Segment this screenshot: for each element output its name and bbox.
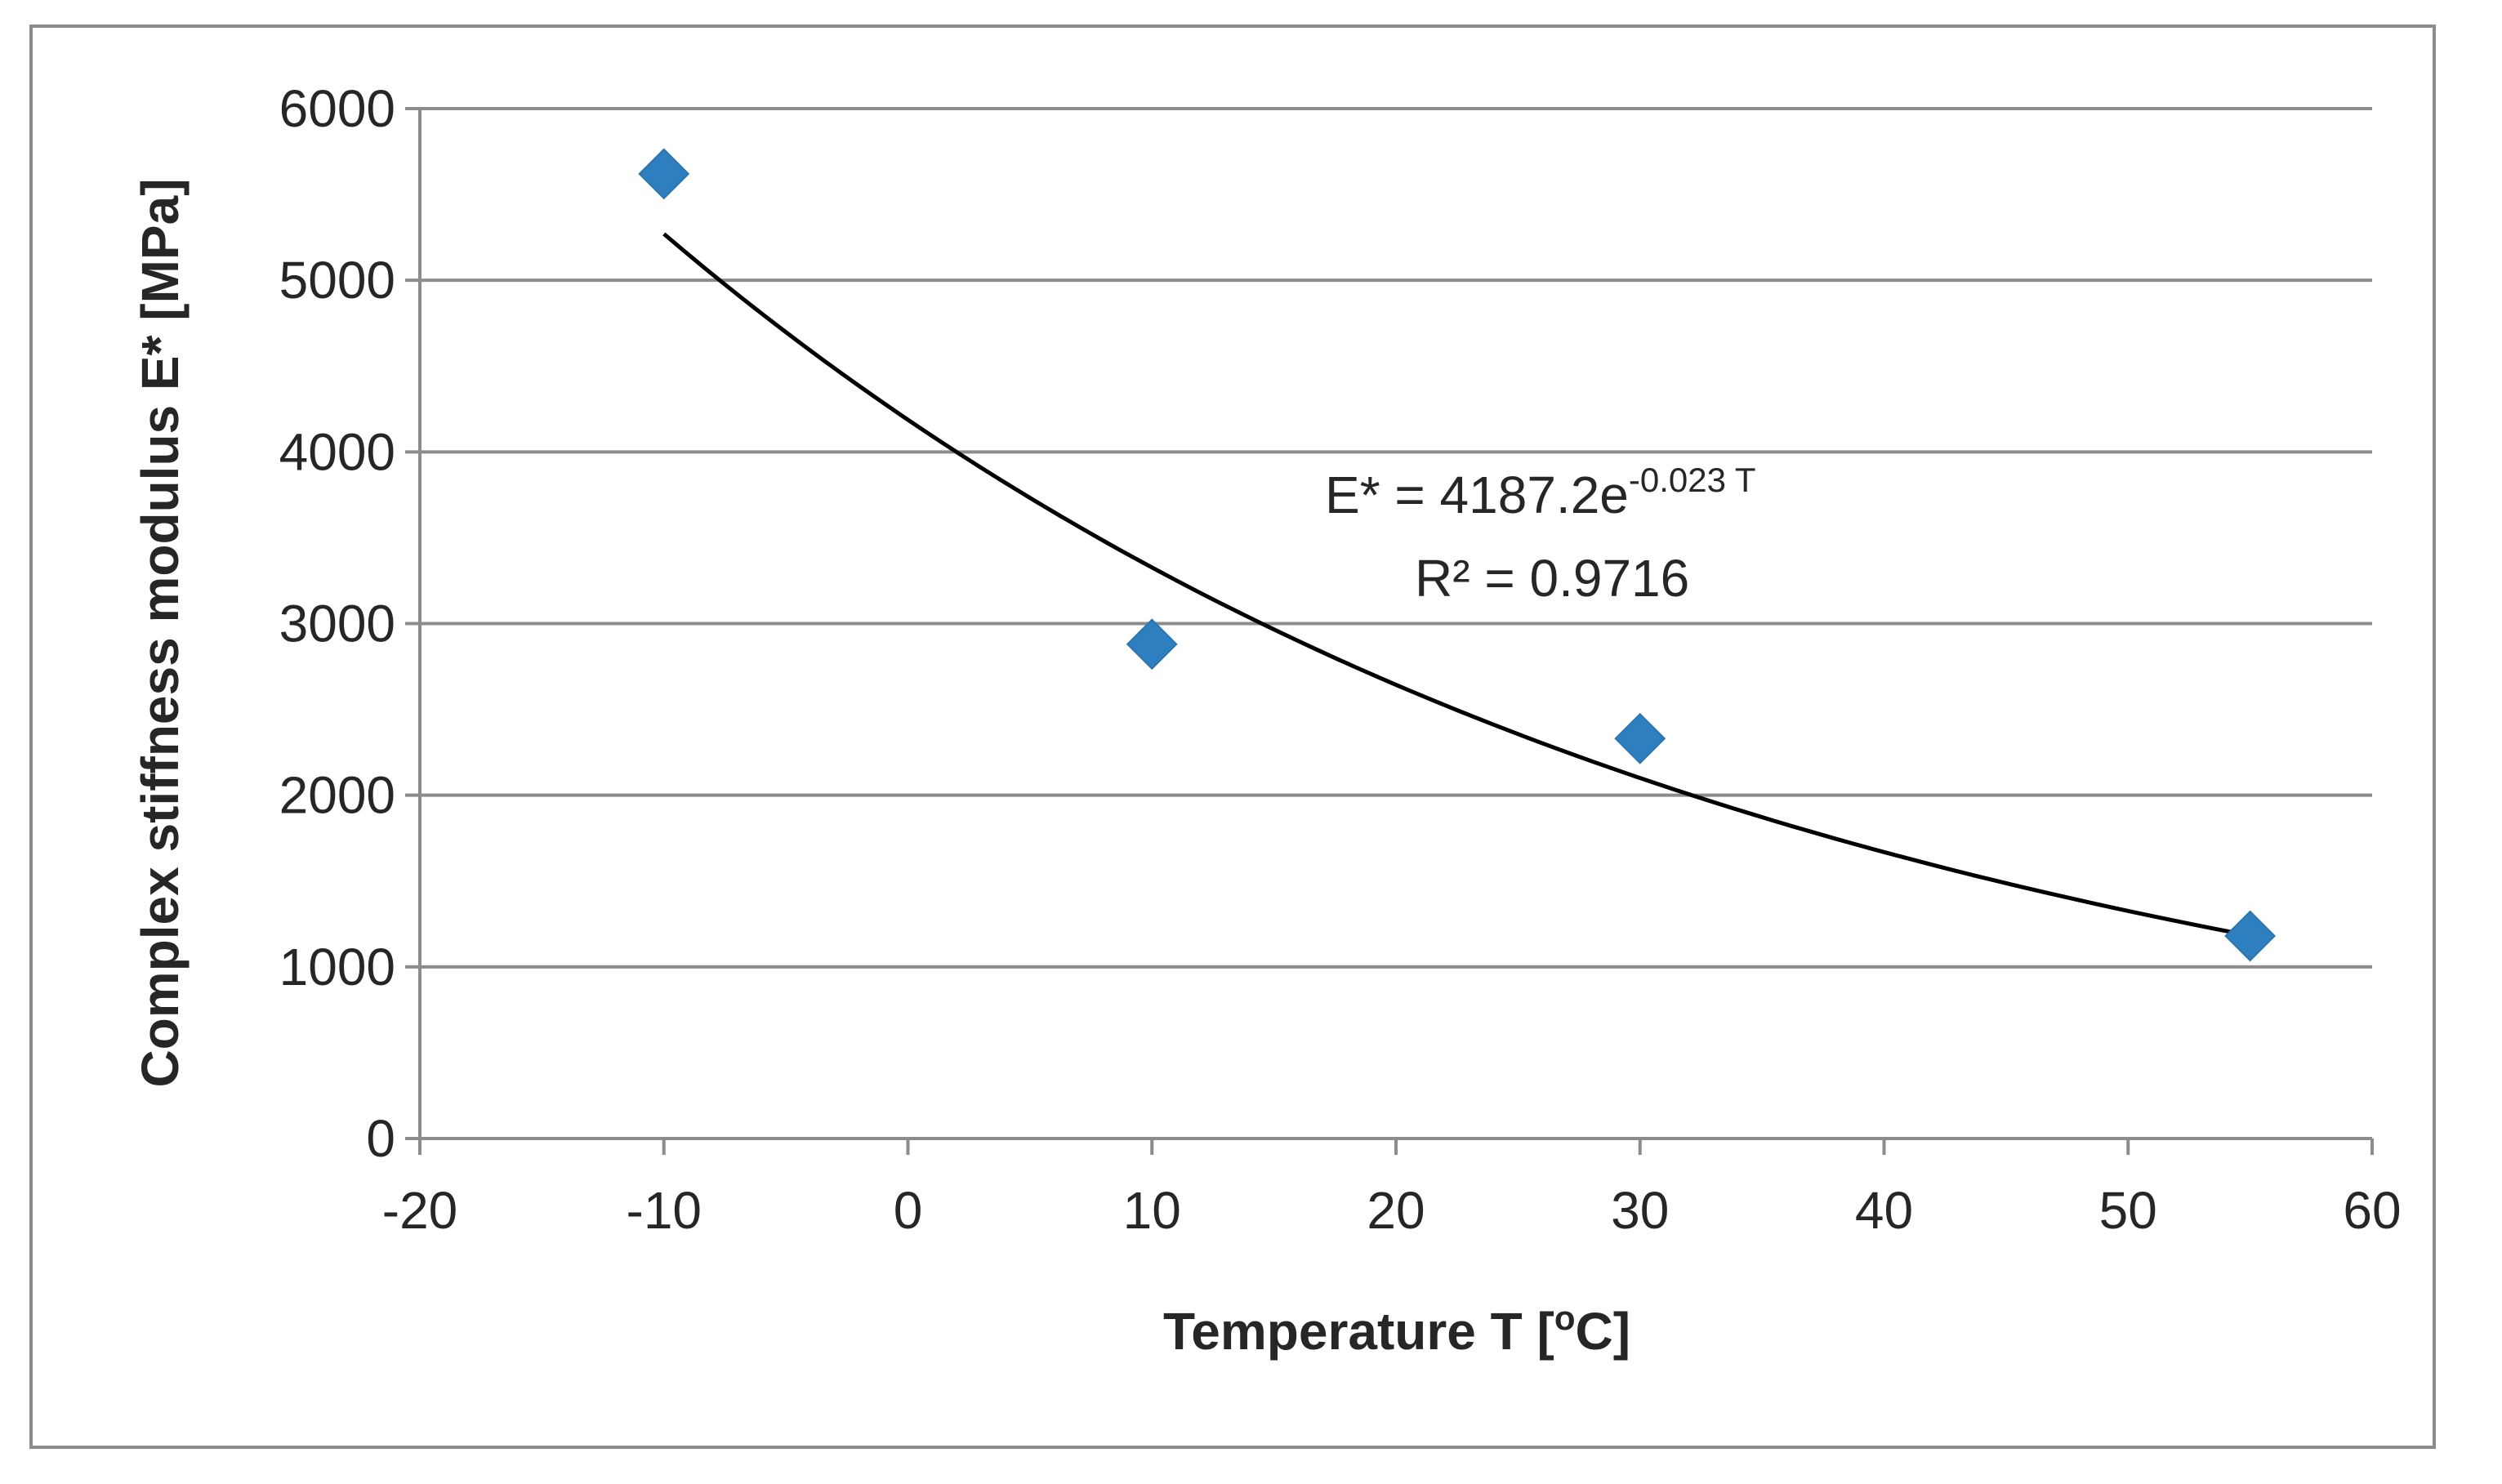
x-axis-title: Temperature T [oC] xyxy=(1163,1299,1630,1361)
x-tick-label-10: 10 xyxy=(1123,1181,1181,1240)
data-point-3 xyxy=(2224,910,2277,962)
x-tick-label--20: -20 xyxy=(382,1181,458,1240)
gridlines xyxy=(420,107,2372,969)
trendline-equation-base: E* = 4187.2e xyxy=(1325,466,1629,524)
y-tick-label-4000: 4000 xyxy=(279,422,395,481)
x-tick-labels: -20 -10 0 10 20 30 40 50 60 xyxy=(382,1181,2402,1240)
y-tick-label-1000: 1000 xyxy=(279,938,395,996)
x-axis-title-unit: C] xyxy=(1576,1302,1631,1361)
trendline-group xyxy=(662,232,2251,938)
trendline-equation: E* = 4187.2e-0.023 T xyxy=(1325,461,1756,524)
data-point-0 xyxy=(638,148,690,200)
data-point-1 xyxy=(1126,618,1178,671)
y-tick-label-6000: 6000 xyxy=(279,79,395,138)
x-tick-label-60: 60 xyxy=(2343,1181,2401,1240)
x-tick-label-0: 0 xyxy=(894,1181,923,1240)
trendline xyxy=(662,232,2251,938)
x-axis-title-degree: o xyxy=(1554,1299,1576,1337)
x-tick-label-40: 40 xyxy=(1855,1181,1913,1240)
y-tick-labels: 0 1000 2000 3000 4000 5000 6000 xyxy=(279,79,395,1168)
chart-frame xyxy=(29,25,2436,1449)
axes xyxy=(405,107,2374,1155)
x-tick-label-20: 20 xyxy=(1367,1181,1425,1240)
y-tick-label-2000: 2000 xyxy=(279,766,395,825)
trendline-equation-exponent: -0.023 T xyxy=(1629,461,1756,499)
x-axis-title-main: Temperature T [ xyxy=(1163,1302,1554,1361)
x-tick-label-30: 30 xyxy=(1611,1181,1669,1240)
x-tick-label-50: 50 xyxy=(2099,1181,2157,1240)
data-point-2 xyxy=(1614,712,1666,764)
y-tick-label-0: 0 xyxy=(366,1109,395,1168)
y-tick-label-5000: 5000 xyxy=(279,251,395,310)
y-axis-title: Complex stiffness modulus E* [MPa] xyxy=(131,178,190,1087)
data-points xyxy=(638,148,2277,962)
trendline-r-squared: R² = 0.9716 xyxy=(1415,549,1689,608)
y-tick-label-3000: 3000 xyxy=(279,595,395,653)
x-tick-label--10: -10 xyxy=(627,1181,702,1240)
